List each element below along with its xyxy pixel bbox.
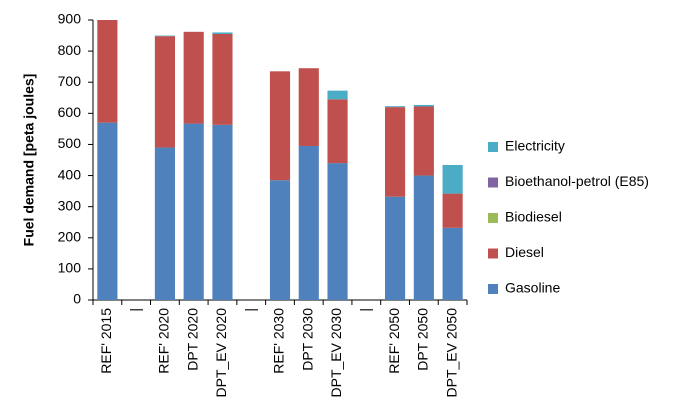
bar [97, 122, 118, 301]
bar [413, 106, 434, 176]
bar [442, 193, 463, 228]
legend-label: Diesel [505, 244, 544, 260]
bar [442, 227, 463, 300]
bar [154, 147, 175, 300]
x-tick-label: DPT_EV 2030 [328, 308, 344, 398]
bar [269, 71, 291, 181]
x-tick-label: REF' 2020 [156, 308, 172, 374]
x-tick-label: DPT 2020 [184, 308, 200, 371]
y-tick-label: 400 [58, 166, 82, 182]
legend-label: Gasoline [505, 280, 560, 296]
bar [385, 106, 406, 108]
bar [442, 164, 463, 194]
x-tick-label: | [127, 308, 143, 312]
legend-swatch [488, 248, 498, 259]
legend-swatch [488, 142, 498, 152]
y-tick-label: 100 [58, 260, 82, 276]
bar [154, 35, 175, 37]
legend-swatch [488, 177, 498, 188]
y-tick-label: 900 [58, 11, 82, 27]
bar [97, 20, 118, 123]
bar [385, 196, 406, 300]
bar [413, 104, 434, 107]
y-tick-label: 700 [58, 73, 82, 89]
x-tick-label: REF' 2030 [271, 308, 287, 374]
x-tick-label: DPT 2050 [415, 308, 431, 371]
bar [183, 123, 204, 300]
bar [269, 180, 291, 300]
y-axis-title: Fuel demand [peta joules] [21, 74, 37, 247]
legend-label: Bioethanol-petrol (E85) [505, 173, 649, 189]
x-tick-label: | [357, 308, 373, 312]
x-tick-label: DPT_EV 2050 [443, 308, 459, 398]
x-tick-label: REF' 2015 [98, 308, 114, 374]
y-tick-label: 600 [58, 104, 82, 120]
x-tick-label: DPT_EV 2020 [213, 308, 229, 398]
bar [212, 124, 233, 300]
bar [298, 68, 319, 146]
bar [327, 90, 348, 100]
x-tick-label: REF' 2050 [386, 308, 402, 374]
bar [327, 99, 348, 164]
legend-label: Electricity [505, 138, 565, 154]
legend-swatch [488, 213, 498, 223]
legend-swatch [488, 284, 498, 294]
bar [298, 146, 319, 300]
bar [413, 175, 434, 300]
bar [327, 163, 348, 300]
bar [212, 32, 233, 34]
legend-label: Biodiesel [505, 209, 562, 225]
y-tick-label: 800 [58, 42, 82, 58]
bar [212, 34, 233, 125]
x-tick-label: DPT 2030 [299, 308, 315, 371]
y-tick-label: 0 [73, 291, 81, 307]
bar [154, 36, 175, 148]
bar [183, 31, 204, 124]
y-tick-label: 200 [58, 228, 82, 244]
bar [385, 107, 406, 197]
y-tick-label: 300 [58, 197, 82, 213]
y-tick-label: 500 [58, 135, 82, 151]
x-tick-label: | [242, 308, 258, 312]
